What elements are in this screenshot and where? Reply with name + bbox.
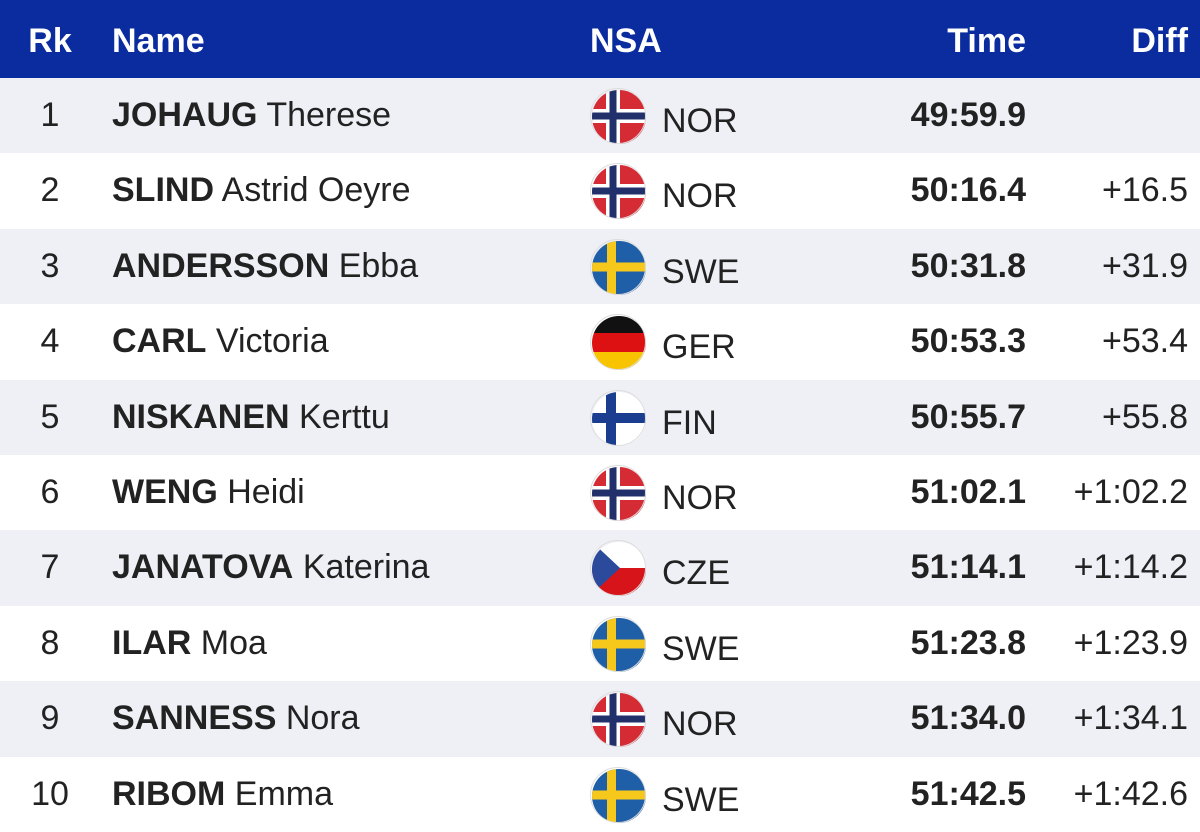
nsa-code: NOR xyxy=(662,177,738,216)
first-name: Therese xyxy=(266,96,392,134)
time: 50:31.8 xyxy=(910,246,1026,285)
time: 50:55.7 xyxy=(910,397,1026,436)
first-name: Heidi xyxy=(227,473,305,511)
first-name: Nora xyxy=(285,699,360,738)
flag xyxy=(590,238,646,295)
flag xyxy=(590,314,646,371)
table-row: 4 CARL Victoria GER 50:53.3 +53.4 xyxy=(0,304,1200,380)
last-name: CARL xyxy=(112,322,207,361)
diff: +1:14.2 xyxy=(1073,548,1188,587)
first-name: Katerina xyxy=(302,548,430,587)
table-row: 3 ANDERSSON Ebba SWE 50:31.8 +31.9 xyxy=(0,228,1200,305)
last-name: ILAR xyxy=(112,623,192,662)
athlete-name: ILAR Moa xyxy=(112,624,267,663)
first-name: Moa xyxy=(200,623,267,662)
time: 50:53.3 xyxy=(910,322,1026,361)
diff: +53.4 xyxy=(1101,322,1188,361)
first-name: Astrid Oeyre xyxy=(221,171,411,210)
diff: +1:23.9 xyxy=(1073,623,1188,662)
nsa-code: GER xyxy=(662,328,736,367)
flag xyxy=(590,163,646,220)
athlete-name: CARL Victoria xyxy=(112,322,329,361)
time: 51:02.1 xyxy=(910,473,1026,511)
header-diff: Diff xyxy=(1131,22,1188,60)
flag xyxy=(590,766,646,823)
table-row: 6 WENG Heidi NOR 51:02.1 +1:02.2 xyxy=(0,455,1200,531)
flag xyxy=(590,540,646,597)
table-row: 2 SLIND Astrid Oeyre NOR 50:16.4 +16.5 xyxy=(0,153,1200,229)
last-name: JOHAUG xyxy=(112,96,258,134)
flag xyxy=(590,88,646,144)
diff: +1:02.2 xyxy=(1073,473,1188,511)
flag xyxy=(590,389,646,446)
header-time: Time xyxy=(947,22,1026,60)
time: 50:16.4 xyxy=(910,171,1026,210)
time: 51:42.5 xyxy=(910,774,1026,813)
first-name: Emma xyxy=(234,774,334,813)
nsa-code: NOR xyxy=(662,705,738,744)
flag xyxy=(590,465,646,521)
nsa-code: SWE xyxy=(662,780,740,819)
rank: 7 xyxy=(40,548,60,587)
time: 51:34.0 xyxy=(910,699,1026,738)
athlete-name: JOHAUG Therese xyxy=(112,96,391,135)
rank: 10 xyxy=(31,774,69,813)
time: 51:23.8 xyxy=(910,623,1026,662)
first-name: Kerttu xyxy=(299,397,390,436)
last-name: ANDERSSON xyxy=(112,246,330,285)
first-name: Ebba xyxy=(338,246,419,285)
last-name: SLIND xyxy=(112,171,214,210)
athlete-name: SANNESS Nora xyxy=(112,699,360,738)
table-row: 1 JOHAUG Therese NOR 49:59.9 xyxy=(0,78,1200,154)
athlete-name: NISKANEN Kerttu xyxy=(112,398,390,437)
rank: 8 xyxy=(40,623,60,662)
table-row: 10 RIBOM Emma SWE 51:42.5 +1:42.6 xyxy=(0,756,1200,832)
last-name: JANATOVA xyxy=(112,548,294,587)
table-row: 5 NISKANEN Kerttu FIN 50:55.7 +55.8 xyxy=(0,379,1200,455)
rank: 5 xyxy=(40,397,60,436)
time: 51:14.1 xyxy=(910,548,1026,587)
last-name: SANNESS xyxy=(112,699,277,738)
nsa-code: SWE xyxy=(662,252,740,291)
athlete-name: WENG Heidi xyxy=(112,473,305,512)
diff: +31.9 xyxy=(1101,246,1188,285)
last-name: RIBOM xyxy=(112,774,226,813)
table-row: 7 JANATOVA Katerina CZE 51:14.1 +1:14.2 xyxy=(0,530,1200,606)
nsa-code: SWE xyxy=(662,629,740,668)
flag xyxy=(590,615,646,672)
diff: +55.8 xyxy=(1101,397,1188,436)
first-name: Victoria xyxy=(215,322,329,361)
flag xyxy=(590,691,646,748)
last-name: WENG xyxy=(112,473,218,511)
rank: 4 xyxy=(40,322,60,361)
header-rk: Rk xyxy=(28,22,72,60)
time: 49:59.9 xyxy=(910,96,1026,134)
header-row: Rk Name NSA Time Diff xyxy=(0,0,1200,78)
rank: 2 xyxy=(40,171,60,210)
diff: +1:34.1 xyxy=(1073,699,1188,738)
rank: 9 xyxy=(40,699,60,738)
athlete-name: RIBOM Emma xyxy=(112,775,333,814)
header-name: Name xyxy=(112,22,205,60)
last-name: NISKANEN xyxy=(112,397,290,436)
nsa-code: NOR xyxy=(662,479,738,517)
nsa-code: NOR xyxy=(662,102,738,140)
diff: +16.5 xyxy=(1101,171,1188,210)
athlete-name: JANATOVA Katerina xyxy=(112,548,429,587)
rank: 6 xyxy=(40,473,60,511)
nsa-code: FIN xyxy=(662,403,717,442)
rank: 3 xyxy=(40,246,60,285)
athlete-name: SLIND Astrid Oeyre xyxy=(112,171,411,210)
athlete-name: ANDERSSON Ebba xyxy=(112,247,418,286)
table-row: 8 ILAR Moa SWE 51:23.8 +1:23.9 xyxy=(0,605,1200,682)
diff: +1:42.6 xyxy=(1073,774,1188,813)
nsa-code: CZE xyxy=(662,554,730,593)
header-nsa: NSA xyxy=(590,22,662,60)
table-row: 9 SANNESS Nora NOR 51:34.0 +1:34.1 xyxy=(0,681,1200,757)
rank: 1 xyxy=(40,96,60,134)
